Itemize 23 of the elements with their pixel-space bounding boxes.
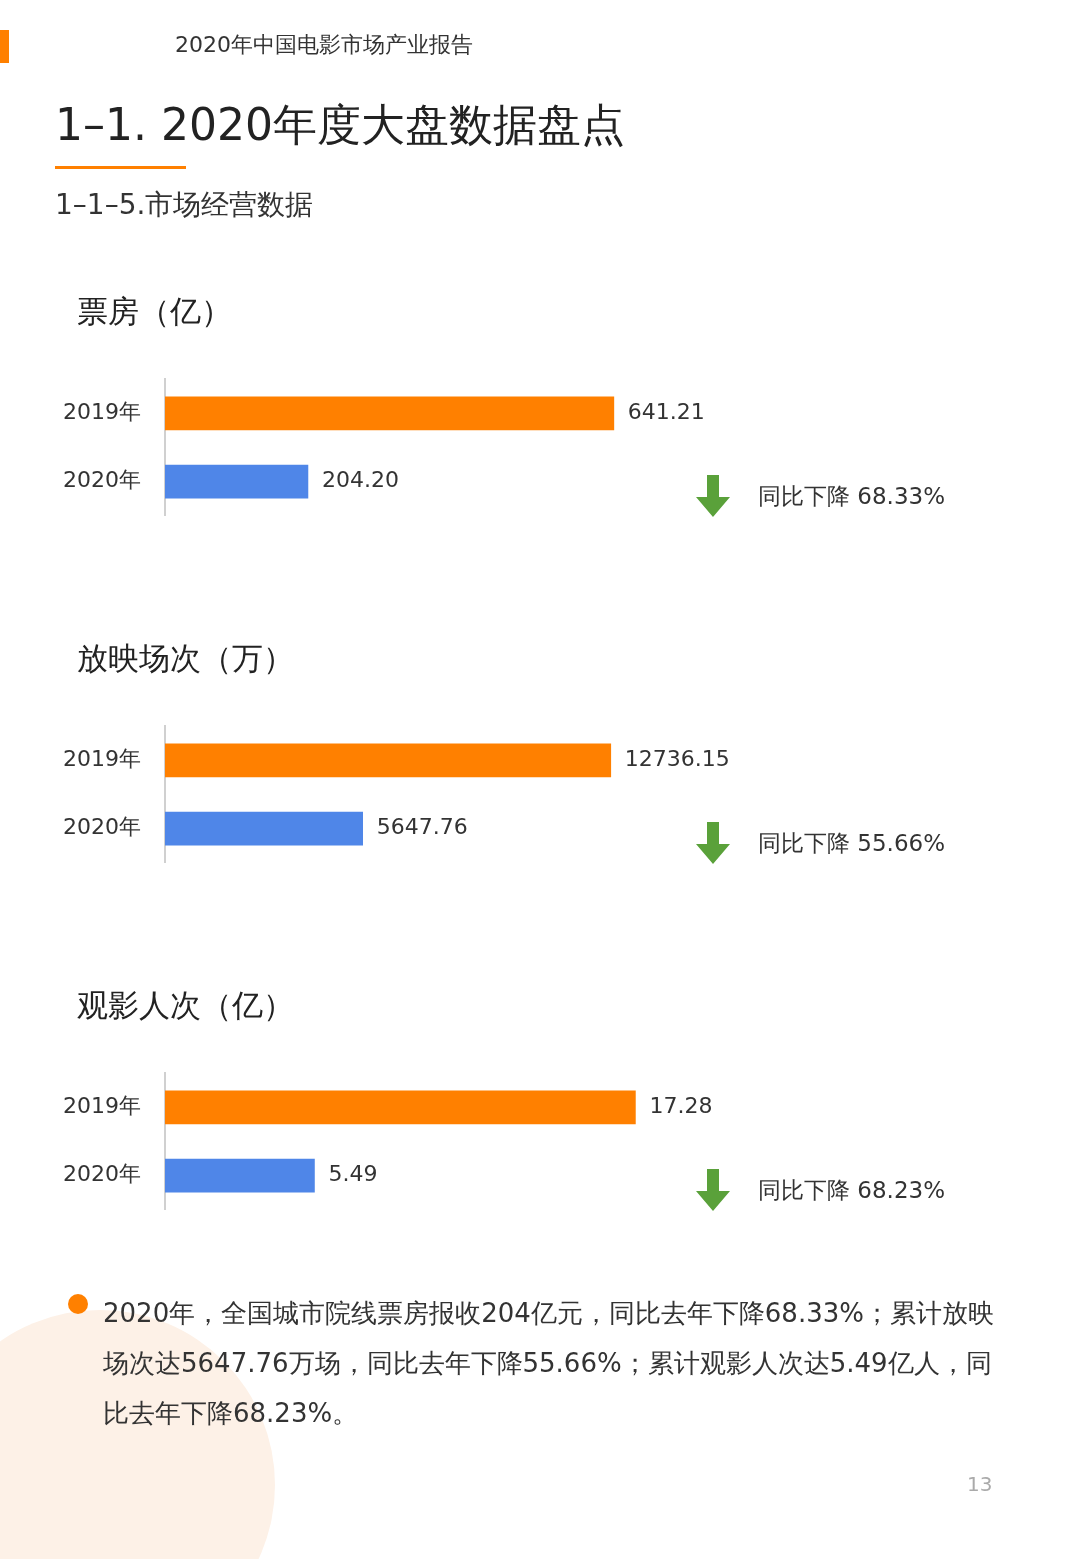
text: 1–1. 2020年度大盘数据盘点 xyxy=(55,98,625,152)
data-label: 17.28 xyxy=(649,1093,713,1119)
text: 同比下降 68.23% xyxy=(758,1176,946,1206)
y-tick-label: 2020年 xyxy=(63,467,141,493)
chart-title: 票房（亿） xyxy=(77,292,232,331)
chart-title: 观影人次（亿） xyxy=(77,986,294,1025)
data-label: 12736.15 xyxy=(624,746,730,772)
y-tick-label: 2020年 xyxy=(63,1161,141,1187)
text: 13 xyxy=(967,1472,993,1496)
y-tick-label: 2019年 xyxy=(63,1093,141,1119)
data-label: 5647.76 xyxy=(376,814,468,840)
data-label: 5.49 xyxy=(328,1161,378,1187)
text: 同比下降 68.33% xyxy=(758,482,946,512)
y-tick-label: 2019年 xyxy=(63,399,141,425)
chart-title: 放映场次（万） xyxy=(77,639,294,678)
data-label: 641.21 xyxy=(627,399,705,425)
y-tick-label: 2020年 xyxy=(63,814,141,840)
text: 1–1–5.市场经营数据 xyxy=(55,187,314,223)
text: 同比下降 55.66% xyxy=(758,829,946,859)
text: 2020年，全国城市院线票房报收204亿元，同比去年下降68.33%；累计放映场次达5647.76万场，同比去年下降55.66%；累计观影人次达5.49亿人，同比去年下降68.23%。 xyxy=(103,1297,995,1430)
text: 2020年中国电影市场产业报告 xyxy=(175,31,473,59)
data-label: 204.20 xyxy=(321,467,399,493)
y-tick-label: 2019年 xyxy=(63,746,141,772)
